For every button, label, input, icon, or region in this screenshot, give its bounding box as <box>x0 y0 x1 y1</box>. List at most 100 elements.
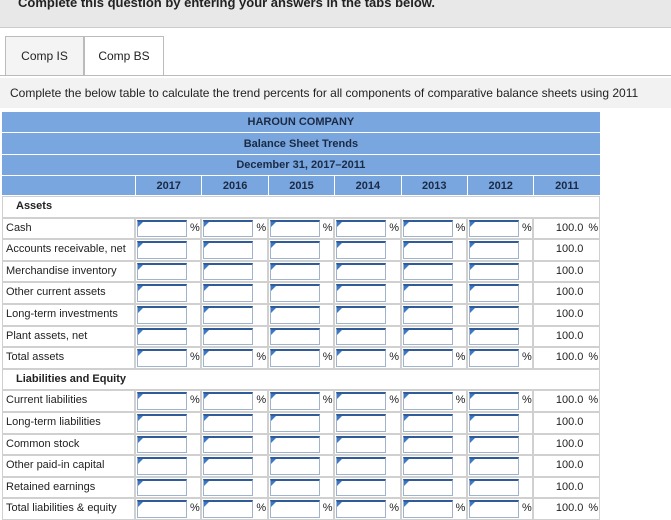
input-box[interactable] <box>402 457 453 475</box>
input-box[interactable] <box>402 284 453 302</box>
cell <box>267 455 335 477</box>
percent-sign: % <box>322 351 333 364</box>
input-box[interactable] <box>203 392 254 410</box>
input-box[interactable] <box>336 327 387 346</box>
cell <box>334 390 401 412</box>
input-box[interactable] <box>137 219 187 238</box>
input-box[interactable] <box>203 500 254 518</box>
input-box[interactable] <box>336 306 387 324</box>
input-box[interactable] <box>402 392 453 410</box>
input-box[interactable] <box>269 327 320 346</box>
cell <box>334 260 401 283</box>
input-box[interactable] <box>402 349 453 367</box>
tab[interactable]: Comp BS <box>84 36 164 76</box>
percent-sign: % <box>522 394 532 407</box>
percent-sign: % <box>522 502 532 515</box>
input-box[interactable] <box>336 349 387 367</box>
input-box[interactable] <box>402 500 453 518</box>
input-box[interactable] <box>336 414 387 432</box>
cell <box>533 304 600 326</box>
input-box[interactable] <box>203 306 254 324</box>
input-box[interactable] <box>203 241 254 259</box>
input-box[interactable] <box>137 262 187 281</box>
input-box[interactable] <box>203 414 254 432</box>
row-label: Plant assets, net <box>2 325 135 348</box>
input-box[interactable] <box>469 219 519 238</box>
input-box[interactable] <box>336 392 387 410</box>
input-box[interactable] <box>336 435 387 454</box>
input-box[interactable] <box>469 500 519 518</box>
percent-sign: % <box>455 502 466 515</box>
input-box[interactable] <box>269 392 320 410</box>
input-box[interactable] <box>469 478 519 497</box>
input-box[interactable] <box>402 241 453 259</box>
input-box[interactable] <box>402 414 453 432</box>
input-box[interactable] <box>203 327 254 346</box>
input-box[interactable] <box>203 457 254 475</box>
input-box[interactable] <box>269 241 320 259</box>
input-box[interactable] <box>469 457 519 475</box>
input-box[interactable] <box>336 284 387 302</box>
input-box[interactable] <box>269 262 320 281</box>
input-box[interactable] <box>137 435 187 454</box>
input-box[interactable] <box>336 478 387 497</box>
input-box[interactable] <box>402 327 453 346</box>
input-box[interactable] <box>269 478 320 497</box>
row-label: Long-term investments <box>2 304 135 326</box>
input-box[interactable] <box>203 349 254 367</box>
input-box[interactable] <box>269 414 320 432</box>
cell <box>201 239 268 261</box>
input-box[interactable] <box>137 414 187 432</box>
input-box[interactable] <box>336 457 387 475</box>
input-box[interactable] <box>469 306 519 324</box>
input-box[interactable] <box>402 478 453 497</box>
cell <box>267 304 335 326</box>
input-box[interactable] <box>469 327 519 346</box>
input-box[interactable] <box>203 262 254 281</box>
input-box[interactable] <box>203 219 254 238</box>
input-box[interactable] <box>402 262 453 281</box>
input-box[interactable] <box>203 435 254 454</box>
input-box[interactable] <box>269 306 320 324</box>
base-value: 100.0 <box>555 480 584 493</box>
cell <box>201 282 268 304</box>
input-box[interactable] <box>269 457 320 475</box>
input-box[interactable] <box>469 262 519 281</box>
input-box[interactable] <box>137 241 187 259</box>
input-box[interactable] <box>336 241 387 259</box>
input-box[interactable] <box>137 457 187 475</box>
input-box[interactable] <box>269 219 320 238</box>
input-box[interactable] <box>269 284 320 302</box>
input-box[interactable] <box>469 435 519 454</box>
input-box[interactable] <box>203 478 254 497</box>
input-box[interactable] <box>402 306 453 324</box>
input-box[interactable] <box>336 219 387 238</box>
input-box[interactable] <box>137 478 187 497</box>
row-label: Retained earnings <box>2 476 135 499</box>
input-box[interactable] <box>469 284 519 302</box>
input-box[interactable] <box>137 327 187 346</box>
input-box[interactable] <box>469 414 519 432</box>
input-box[interactable] <box>269 435 320 454</box>
tab[interactable]: Comp IS <box>5 36 84 76</box>
input-box[interactable] <box>336 262 387 281</box>
top-bar: Complete this question by entering your … <box>0 0 671 28</box>
percent-sign: % <box>389 394 399 407</box>
input-box[interactable] <box>137 284 187 302</box>
cell <box>135 217 202 240</box>
input-box[interactable] <box>137 500 187 518</box>
cell <box>135 260 202 283</box>
cell <box>267 239 335 261</box>
input-box[interactable] <box>137 349 187 367</box>
input-box[interactable] <box>137 392 187 410</box>
input-box[interactable] <box>269 349 320 367</box>
input-box[interactable] <box>269 500 320 518</box>
input-box[interactable] <box>469 392 519 410</box>
input-box[interactable] <box>469 349 519 367</box>
input-box[interactable] <box>137 306 187 324</box>
input-box[interactable] <box>402 219 453 238</box>
input-box[interactable] <box>402 435 453 454</box>
input-box[interactable] <box>336 500 387 518</box>
input-box[interactable] <box>203 284 254 302</box>
input-box[interactable] <box>469 241 519 259</box>
